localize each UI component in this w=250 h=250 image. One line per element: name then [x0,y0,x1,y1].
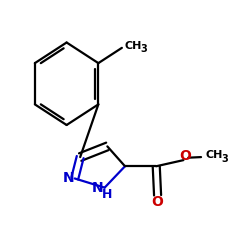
Text: O: O [179,150,191,164]
Text: O: O [152,195,164,209]
Text: N: N [92,181,104,195]
Text: CH: CH [205,150,222,160]
Text: CH: CH [124,41,142,51]
Text: 3: 3 [222,154,228,164]
Text: H: H [102,188,113,201]
Text: N: N [63,171,74,185]
Text: 3: 3 [140,44,147,54]
